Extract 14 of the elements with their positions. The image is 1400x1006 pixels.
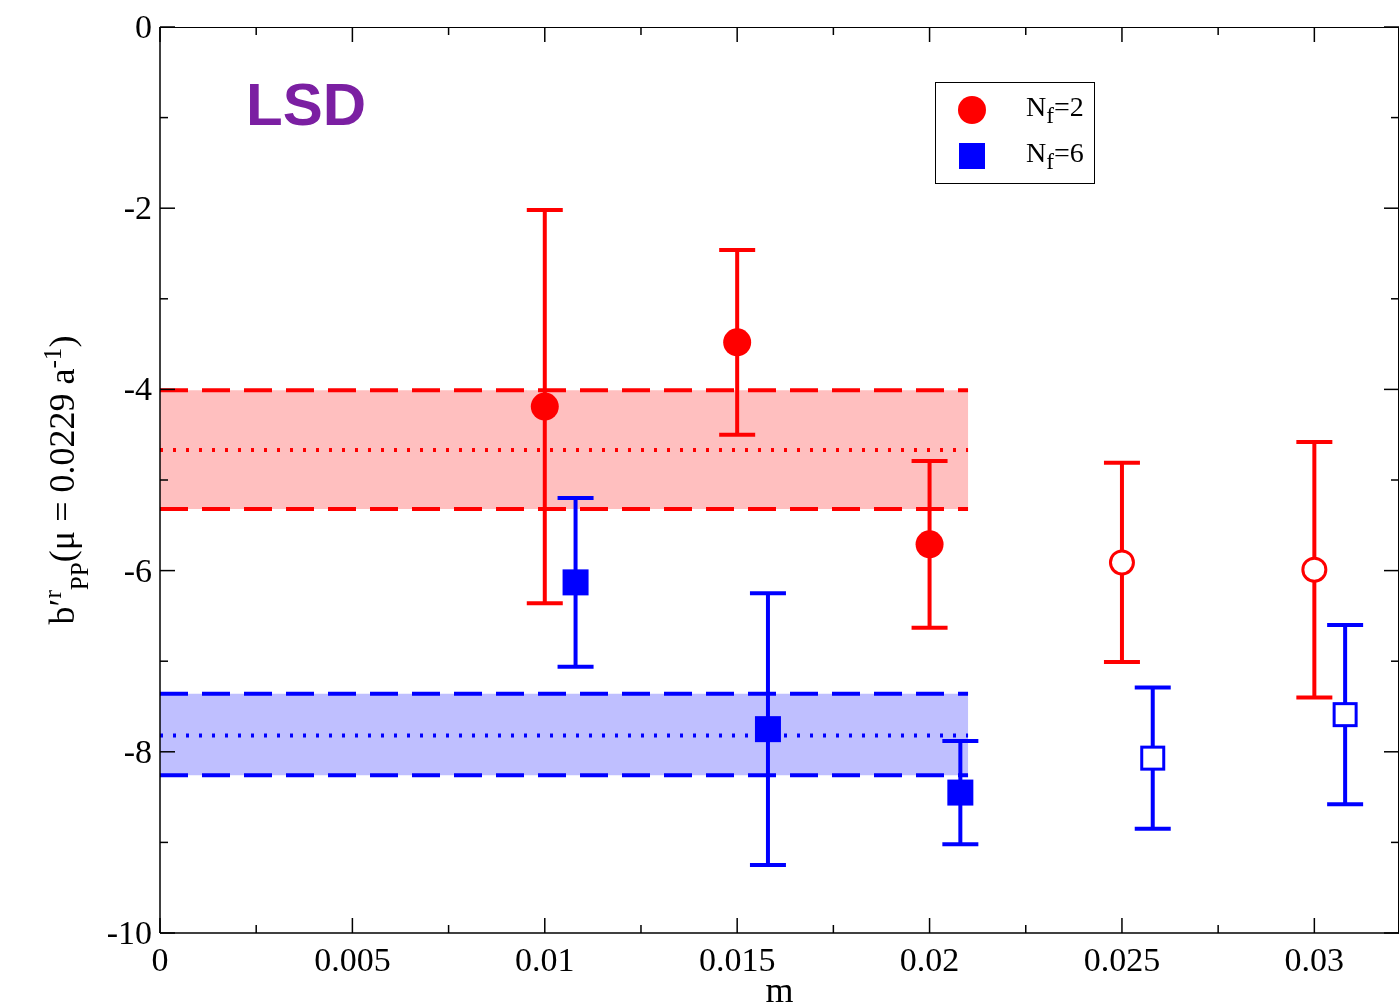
x-tick-label: 0.005	[314, 941, 391, 978]
x-tick-label: 0.025	[1083, 941, 1161, 978]
y-tick-label: -4	[123, 370, 152, 408]
x-tick-label: 0.02	[899, 941, 960, 978]
y-tick-label: 0	[135, 8, 152, 45]
annotation: LSD	[246, 70, 366, 139]
legend-label: N$_{f}$=2	[1026, 91, 1084, 129]
y-tick-label: -6	[123, 551, 152, 589]
y-tick-label: -8	[123, 732, 152, 770]
y-tick-label: -10	[106, 914, 152, 951]
x-tick-label: 0.01	[515, 941, 575, 978]
legend-label: N$_{f}$=6	[1026, 137, 1084, 175]
x-tick-label: 0.03	[1284, 941, 1345, 978]
y-tick-label: -2	[123, 189, 152, 227]
